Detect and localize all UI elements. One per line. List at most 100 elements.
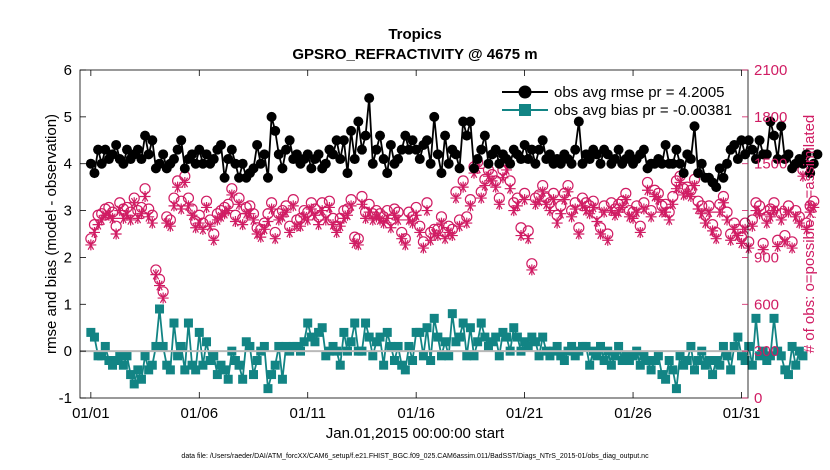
- assimilated-obs-point: [591, 216, 603, 228]
- assimilated-obs-point: [746, 220, 758, 232]
- bias-point: [592, 351, 602, 361]
- assimilated-obs-point: [797, 170, 809, 182]
- bias-point: [238, 374, 248, 384]
- assimilated-obs-point: [725, 234, 737, 246]
- assimilated-obs-point: [117, 212, 129, 224]
- assimilated-obs-point: [432, 230, 444, 242]
- y-tick-label-right: 900: [754, 249, 779, 266]
- rmse-point: [403, 144, 414, 155]
- assimilated-obs-point: [681, 187, 693, 199]
- assimilated-obs-point: [493, 198, 505, 210]
- bias-point: [614, 341, 624, 351]
- assimilated-obs-point: [501, 164, 513, 176]
- assimilated-obs-point: [88, 226, 100, 238]
- assimilated-obs-point: [367, 214, 379, 226]
- rmse-point: [226, 144, 237, 155]
- bias-point: [538, 332, 548, 342]
- rmse-point: [797, 158, 808, 169]
- bias-point: [469, 351, 479, 361]
- rmse-point: [230, 158, 241, 169]
- assimilated-obs-point: [674, 176, 686, 188]
- bias-point: [404, 341, 414, 351]
- assimilated-obs-point: [407, 217, 419, 229]
- bias-point: [581, 341, 591, 351]
- bias-point: [462, 351, 472, 361]
- assimilated-obs-point: [370, 211, 382, 223]
- assimilated-obs-point: [613, 206, 625, 218]
- bias-point: [379, 360, 389, 370]
- y-tick-label-right: 0: [754, 390, 762, 407]
- assimilated-obs-point: [385, 222, 397, 234]
- rmse-point: [194, 144, 205, 155]
- rmse-point: [259, 149, 270, 160]
- bias-point: [230, 356, 240, 366]
- bias-point: [664, 356, 674, 366]
- assimilated-obs-point: [699, 217, 711, 229]
- bias-point: [787, 341, 797, 351]
- rmse-point: [353, 116, 364, 127]
- bias-point: [426, 356, 436, 366]
- rmse-point: [454, 163, 465, 174]
- rmse-point: [566, 158, 577, 169]
- bias-point: [144, 365, 154, 375]
- assimilated-obs-point: [276, 211, 288, 223]
- assimilated-obs-point: [764, 211, 776, 223]
- assimilated-obs-point: [168, 200, 180, 212]
- bias-point: [610, 351, 620, 361]
- bias-point: [408, 356, 418, 366]
- rmse-series-group: [85, 93, 823, 193]
- bias-point: [104, 356, 114, 366]
- bias-point: [140, 351, 150, 361]
- bias-point: [209, 351, 219, 361]
- assimilated-obs-point: [222, 205, 234, 217]
- assimilated-obs-point: [782, 206, 794, 218]
- assimilated-obs-point: [164, 220, 176, 232]
- bias-point: [252, 356, 262, 366]
- bias-point: [773, 346, 783, 356]
- assimilated-obs-point: [190, 222, 202, 234]
- rmse-point: [761, 149, 772, 160]
- assimilated-obs-point: [775, 214, 787, 226]
- bias-point: [657, 370, 667, 380]
- axes-group: 01/01 01/06 01/11 01/16 01/21 01/26 01/31-1012…: [59, 62, 788, 422]
- assimilated-obs-point: [475, 192, 487, 204]
- y-tick-label-left: 4: [64, 156, 72, 173]
- bias-point: [585, 360, 595, 370]
- assimilated-obs-point: [443, 226, 455, 238]
- x-tick-label: 01/21: [506, 405, 544, 422]
- assimilated-obs-point: [132, 212, 144, 224]
- rmse-point: [801, 149, 812, 160]
- assimilated-obs-point: [454, 220, 466, 232]
- y-axis-label-right: # of obs: o=possible; ∗=assimilated: [801, 115, 818, 354]
- assimilated-obs-point: [540, 198, 552, 210]
- assimilated-obs-point: [616, 201, 628, 213]
- y-tick-label-right: 1200: [754, 203, 787, 220]
- rmse-point: [132, 144, 143, 155]
- legend-bias-label: obs avg bias pr = -0.00381: [554, 102, 732, 119]
- assimilated-obs-point: [211, 214, 223, 226]
- bias-point: [458, 318, 468, 328]
- bias-point: [122, 351, 132, 361]
- bias-point: [556, 351, 566, 361]
- assimilated-obs-point: [175, 203, 187, 215]
- rmse-point: [570, 144, 581, 155]
- bias-point: [552, 341, 562, 351]
- assimilated-obs-point: [255, 231, 267, 243]
- bias-point: [690, 365, 700, 375]
- assimilated-obs-point: [732, 230, 744, 242]
- rmse-point: [147, 135, 158, 146]
- rmse-point: [396, 144, 407, 155]
- bias-point: [718, 341, 728, 351]
- bias-point: [523, 341, 533, 351]
- assimilated-obs-point: [739, 223, 751, 235]
- assimilated-obs-point: [595, 228, 607, 240]
- bias-point: [617, 356, 627, 366]
- rmse-point: [93, 144, 104, 155]
- bias-point: [234, 360, 244, 370]
- bias-point: [675, 351, 685, 361]
- x-tick-label: 01/01: [72, 405, 110, 422]
- rmse-point: [281, 144, 292, 155]
- bias-point: [133, 365, 143, 375]
- bias-point: [671, 384, 681, 394]
- y-tick-label-right: 300: [754, 343, 779, 360]
